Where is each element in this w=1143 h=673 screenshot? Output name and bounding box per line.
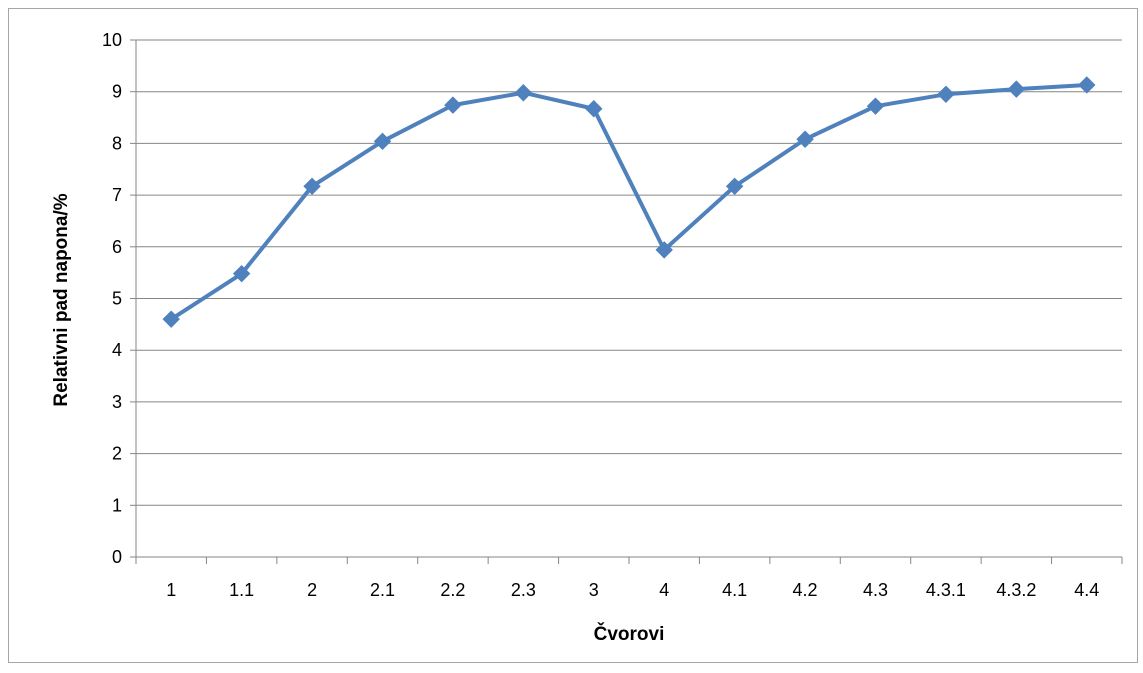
y-tick-label: 8: [112, 133, 122, 153]
data-point-marker: [655, 241, 673, 259]
gridlines: [136, 39, 1122, 506]
series: [162, 76, 1096, 328]
data-point-marker: [937, 85, 955, 103]
y-tick-label: 9: [112, 82, 122, 102]
data-point-marker: [444, 96, 462, 114]
data-point-marker: [796, 130, 814, 148]
x-tick-label: 2.2: [440, 580, 465, 600]
series-line: [170, 82, 1087, 321]
x-tick-label: 4: [659, 580, 669, 600]
y-tick-label: 4: [112, 340, 122, 360]
x-tick-labels: 1 1.1 2 2.1 2.2 2.3 3 4 4.1 4.2 4.3 4.3.1 4.3.2 4.4: [166, 580, 1099, 600]
y-axis-title: Relativni pad napona/%: [51, 193, 72, 406]
x-tick-label: 1: [166, 580, 176, 600]
y-tick-label: 5: [112, 289, 122, 309]
data-point-marker: [1007, 80, 1026, 98]
data-point-marker: [162, 310, 180, 328]
y-tick-label: 1: [112, 495, 122, 515]
x-tick-label: 4.2: [793, 580, 818, 600]
y-tick-label: 2: [112, 444, 122, 464]
data-point-marker: [866, 97, 885, 115]
axes: [130, 39, 1123, 564]
x-tick-label: 4.3.2: [996, 580, 1036, 600]
x-tick-label: 2.3: [511, 580, 536, 600]
x-tick-label: 4.4: [1074, 580, 1099, 600]
chart-frame: [8, 8, 1138, 663]
y-tick-label: 10: [102, 30, 122, 50]
x-tick-label: 4.3: [863, 580, 888, 600]
data-point-marker: [1078, 76, 1096, 94]
y-tick-label: 0: [112, 547, 122, 567]
x-tick-label: 2.1: [370, 580, 395, 600]
data-point-marker: [303, 177, 321, 196]
x-tick-label: 4.1: [722, 580, 747, 600]
x-tick-label: 4.3.1: [926, 580, 966, 600]
y-tick-label: 3: [112, 392, 122, 412]
y-tick-label: 6: [112, 237, 122, 257]
x-axis-title: Čvorovi: [594, 623, 665, 645]
data-point-marker: [232, 264, 251, 283]
data-point-marker: [514, 84, 533, 102]
data-point-marker: [725, 177, 744, 196]
x-tick-label: 3: [589, 580, 599, 600]
y-tick-labels: 0 1 2 3 4 5 6 7 8 9 10: [102, 30, 122, 567]
data-point-marker: [585, 100, 603, 118]
y-tick-label: 7: [112, 185, 122, 205]
x-tick-label: 1.1: [229, 580, 254, 600]
x-tick-label: 2: [307, 580, 317, 600]
data-point-marker: [373, 132, 392, 151]
